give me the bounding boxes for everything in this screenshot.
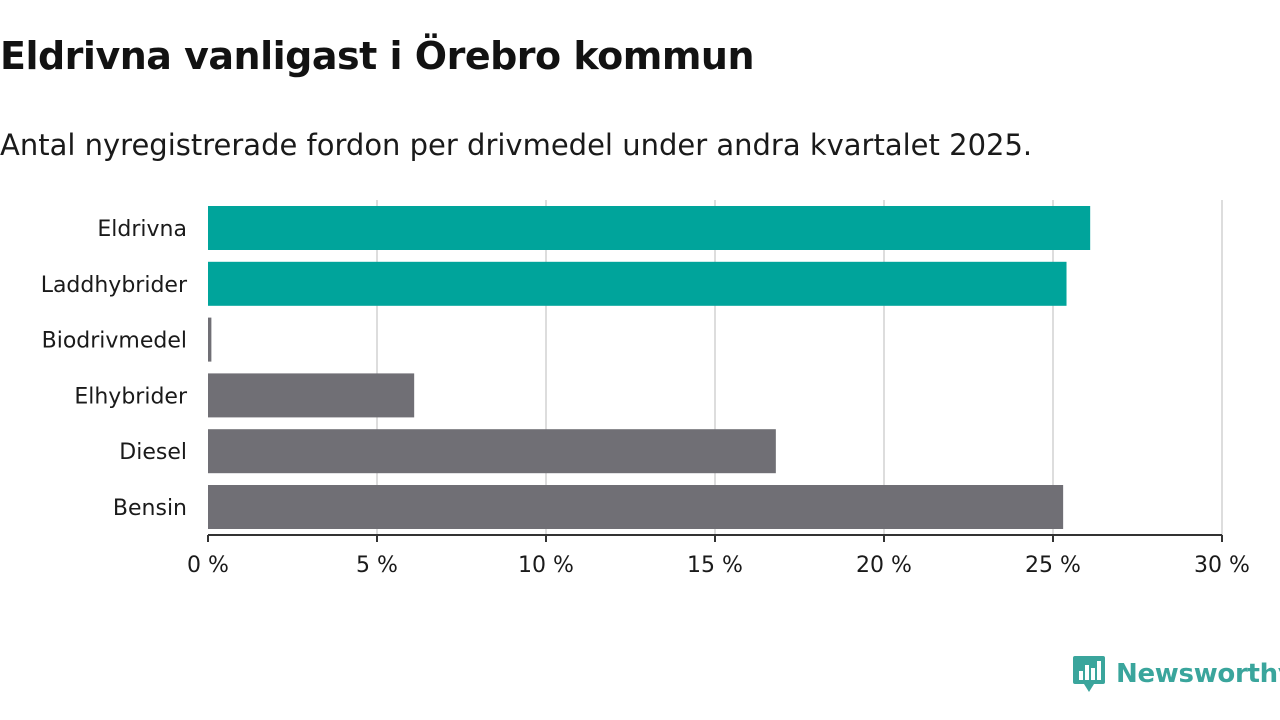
x-axis: 0 % 5 % 10 % 15 % 20 % 25 % 30 % — [187, 534, 1250, 578]
bar-biodrivmedel — [208, 317, 212, 362]
category-label: Eldrivna — [97, 217, 187, 242]
category-label: Biodrivmedel — [42, 329, 187, 354]
x-tick-label: 25 % — [1025, 553, 1081, 578]
newsworthy-brand: Newsworthy — [1072, 654, 1280, 694]
bar-laddhybrider — [208, 261, 1067, 306]
chart-title: Eldrivna vanligast i Örebro kommun — [0, 34, 755, 78]
category-label: Bensin — [113, 496, 187, 521]
bars — [208, 206, 1091, 529]
bar-elhybrider — [208, 373, 415, 418]
x-tick-label: 10 % — [518, 553, 574, 578]
chart-subtitle: Antal nyregistrerade fordon per drivmede… — [0, 128, 1033, 162]
gridlines — [376, 200, 1223, 535]
category-label: Diesel — [119, 440, 187, 465]
bar-bensin — [208, 485, 1064, 529]
bar-chart: 0 % 5 % 10 % 15 % 20 % 25 % 30 % Eldrivna Laddh… — [41, 200, 1250, 578]
x-tick-label: 5 % — [356, 553, 398, 578]
newsworthy-logo-icon — [1073, 656, 1105, 692]
x-tick-label: 20 % — [856, 553, 912, 578]
brand-name: Newsworthy — [1116, 659, 1280, 689]
category-label: Elhybrider — [74, 384, 188, 409]
x-tick-label: 15 % — [687, 553, 743, 578]
category-labels: Eldrivna Laddhybrider Biodrivmedel Elhybrid… — [41, 217, 188, 521]
bar-eldrivna — [208, 206, 1091, 250]
category-label: Laddhybrider — [41, 273, 188, 298]
bar-diesel — [208, 429, 776, 474]
x-tick-label: 30 % — [1194, 553, 1250, 578]
x-tick-label: 0 % — [187, 553, 229, 578]
